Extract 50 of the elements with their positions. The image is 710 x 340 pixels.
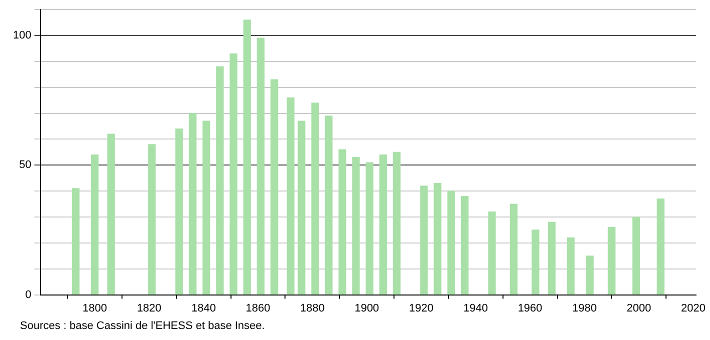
- x-tick-label: 2000: [626, 302, 652, 314]
- bar: [608, 227, 616, 295]
- bar: [567, 237, 575, 295]
- bar: [324, 116, 333, 295]
- y-tick-label: 100: [12, 30, 32, 42]
- bar: [392, 152, 401, 295]
- x-tick-label: 1980: [572, 302, 597, 314]
- x-tick-label: 1920: [408, 302, 434, 314]
- y-tick-label: 50: [19, 159, 32, 172]
- bar: [338, 149, 346, 295]
- bar: [188, 112, 197, 295]
- bar: [107, 134, 115, 295]
- bar: [366, 162, 374, 295]
- bar: [90, 154, 99, 295]
- bar: [256, 38, 265, 295]
- x-tick-label: 1800: [82, 302, 108, 314]
- x-tick-label: 1840: [191, 302, 216, 314]
- x-tick-label: 1820: [136, 302, 162, 314]
- bar: [447, 190, 455, 295]
- x-tick-label: 1900: [354, 302, 380, 314]
- bar: [202, 120, 210, 295]
- bar: [270, 79, 278, 295]
- x-tick-label: 2020: [681, 302, 706, 314]
- bar: [298, 120, 306, 295]
- bar: [230, 53, 238, 295]
- bar: [352, 157, 360, 295]
- bar: [510, 204, 518, 295]
- bar: [656, 198, 664, 295]
- bar: [175, 128, 183, 295]
- bar: [311, 102, 319, 295]
- bar: [148, 144, 156, 295]
- x-tick-label: 1960: [518, 302, 542, 314]
- bar: [586, 256, 594, 295]
- bar: [434, 182, 442, 295]
- x-tick-label: 1880: [300, 302, 325, 314]
- bar: [72, 188, 80, 295]
- y-tick-label: 0: [25, 288, 32, 301]
- x-tick-label: 1940: [463, 302, 488, 314]
- bar: [286, 97, 294, 295]
- bar: [632, 216, 640, 295]
- x-tick-label: 1860: [246, 302, 270, 314]
- bar: [460, 196, 469, 295]
- bar: [532, 230, 540, 295]
- bar: [379, 154, 387, 295]
- bar: [420, 186, 428, 295]
- bar: [243, 20, 251, 295]
- bar: [548, 222, 556, 295]
- source-note: Sources : base Cassini de l'EHESS et base Insee.: [20, 320, 265, 332]
- bar: [488, 212, 496, 295]
- bar: [216, 66, 224, 295]
